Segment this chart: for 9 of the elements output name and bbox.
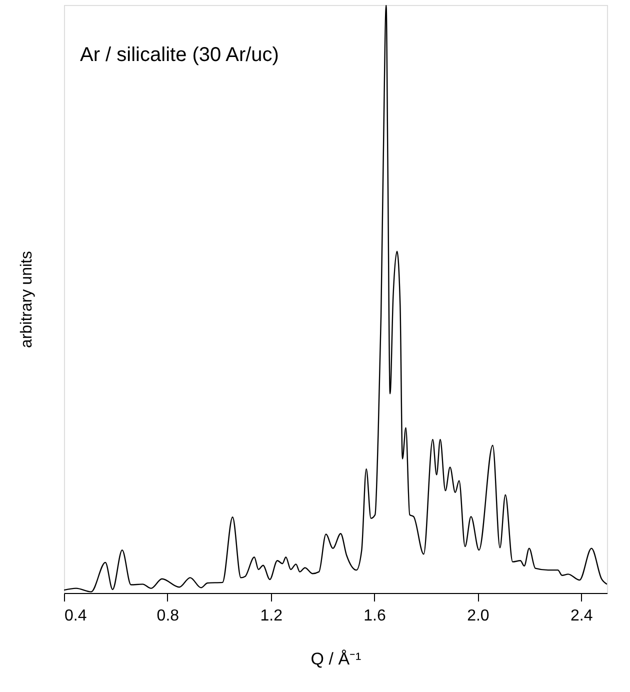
x-tick-label: 2.0 xyxy=(467,608,490,624)
x-tick-label: 0.4 xyxy=(64,608,87,624)
x-tick-label: 2.4 xyxy=(570,608,593,624)
x-axis-title: Q / Å⁻¹ xyxy=(310,650,362,668)
x-tick-label: 1.6 xyxy=(364,608,386,624)
x-tick-label: 1.2 xyxy=(260,608,283,624)
x-tick-label: 0.8 xyxy=(156,608,180,624)
y-axis-title: arbitrary units xyxy=(18,251,36,348)
annotation: Ar / silicalite (30 Ar/uc) xyxy=(80,44,279,66)
